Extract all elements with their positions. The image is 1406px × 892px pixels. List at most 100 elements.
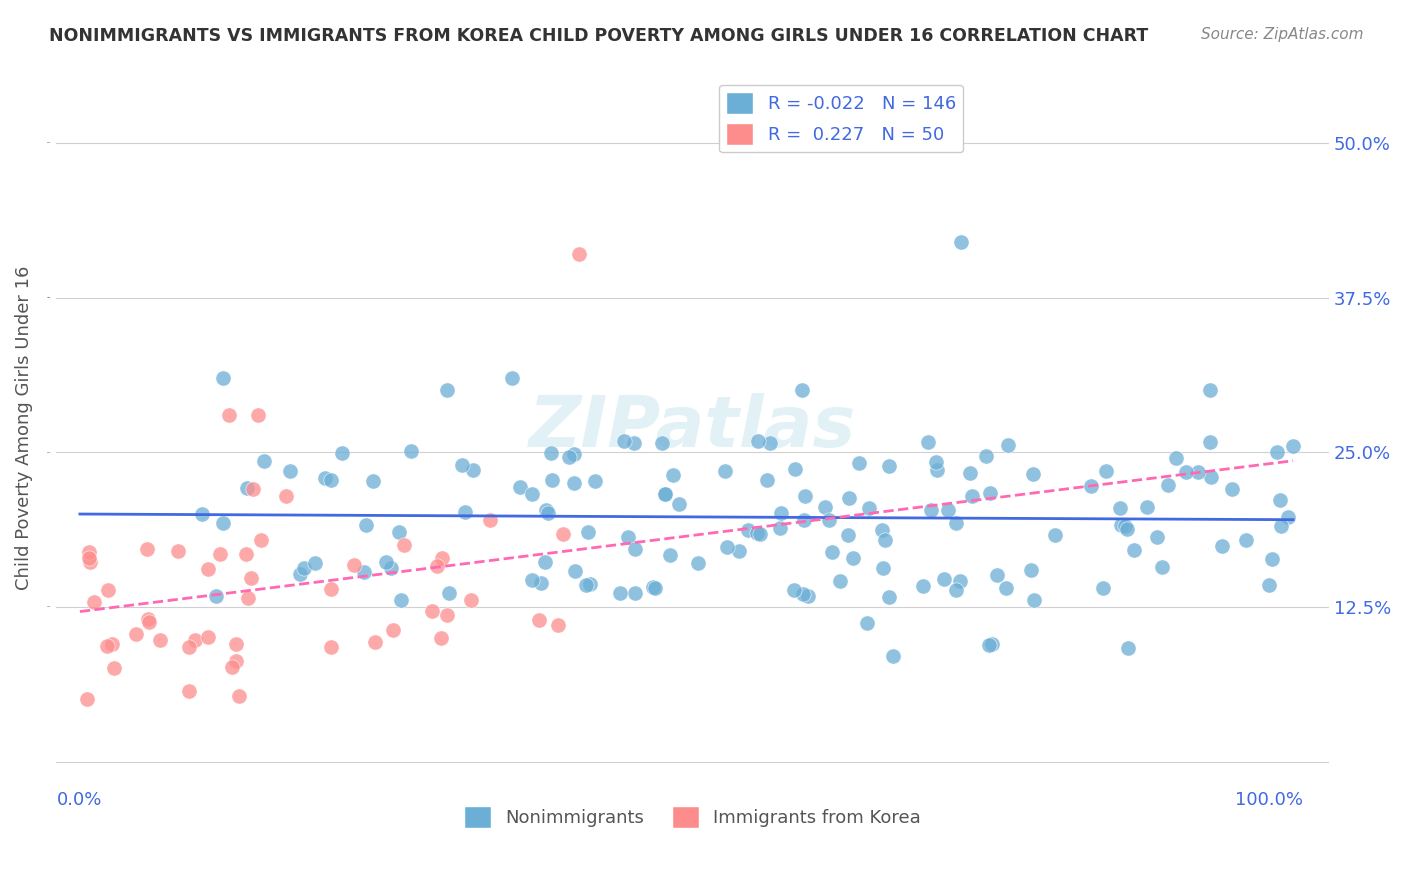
Nonimmigrants	[389, 593, 412, 607]
Nonimmigrants	[520, 573, 543, 587]
Immigrants from Korea	[429, 631, 451, 645]
Nonimmigrants	[1220, 482, 1243, 496]
Nonimmigrants	[617, 530, 640, 544]
Nonimmigrants	[1187, 465, 1209, 479]
Nonimmigrants	[1146, 529, 1168, 543]
Nonimmigrants	[292, 560, 315, 574]
Immigrants from Korea	[197, 562, 219, 576]
Nonimmigrants	[1024, 592, 1046, 607]
Immigrants from Korea	[218, 408, 240, 422]
Y-axis label: Child Poverty Among Girls Under 16: Child Poverty Among Girls Under 16	[15, 265, 32, 590]
Nonimmigrants	[562, 447, 585, 461]
Nonimmigrants	[814, 500, 837, 515]
Immigrants from Korea	[149, 633, 172, 648]
Immigrants from Korea	[138, 612, 160, 626]
Text: Source: ZipAtlas.com: Source: ZipAtlas.com	[1201, 27, 1364, 42]
Nonimmigrants	[828, 574, 851, 588]
Nonimmigrants	[756, 473, 779, 487]
Nonimmigrants	[454, 505, 477, 519]
Nonimmigrants	[949, 235, 972, 249]
Immigrants from Korea	[430, 551, 453, 566]
Immigrants from Korea	[319, 640, 342, 654]
Nonimmigrants	[1118, 641, 1140, 656]
Nonimmigrants	[1166, 450, 1188, 465]
Nonimmigrants	[838, 491, 860, 506]
Nonimmigrants	[917, 434, 939, 449]
Nonimmigrants	[314, 471, 336, 485]
Immigrants from Korea	[177, 640, 200, 655]
Immigrants from Korea	[96, 639, 118, 653]
Nonimmigrants	[872, 561, 894, 575]
Nonimmigrants	[877, 458, 900, 473]
Nonimmigrants	[1175, 465, 1198, 479]
Nonimmigrants	[1261, 552, 1284, 566]
Nonimmigrants	[540, 446, 562, 460]
Nonimmigrants	[848, 456, 870, 470]
Nonimmigrants	[794, 489, 817, 503]
Nonimmigrants	[747, 525, 769, 540]
Nonimmigrants	[537, 507, 560, 521]
Nonimmigrants	[1021, 563, 1043, 577]
Nonimmigrants	[1022, 467, 1045, 481]
Immigrants from Korea	[136, 541, 159, 556]
Nonimmigrants	[380, 561, 402, 575]
Nonimmigrants	[979, 638, 1001, 652]
Nonimmigrants	[945, 516, 967, 531]
Nonimmigrants	[688, 556, 710, 570]
Nonimmigrants	[356, 517, 378, 532]
Immigrants from Korea	[364, 635, 387, 649]
Nonimmigrants	[564, 564, 586, 578]
Immigrants from Korea	[235, 547, 257, 561]
Nonimmigrants	[1199, 470, 1222, 484]
Nonimmigrants	[737, 523, 759, 537]
Immigrants from Korea	[343, 558, 366, 572]
Nonimmigrants	[1258, 578, 1281, 592]
Nonimmigrants	[191, 507, 214, 521]
Immigrants from Korea	[167, 543, 190, 558]
Nonimmigrants	[747, 434, 769, 448]
Nonimmigrants	[1270, 493, 1292, 508]
Nonimmigrants	[436, 384, 458, 398]
Nonimmigrants	[361, 474, 384, 488]
Nonimmigrants	[401, 443, 423, 458]
Nonimmigrants	[205, 589, 228, 603]
Immigrants from Korea	[228, 689, 250, 703]
Nonimmigrants	[304, 556, 326, 570]
Nonimmigrants	[1277, 510, 1299, 524]
Nonimmigrants	[623, 586, 645, 600]
Nonimmigrants	[1114, 519, 1136, 533]
Nonimmigrants	[501, 371, 523, 385]
Nonimmigrants	[1109, 518, 1132, 533]
Immigrants from Korea	[568, 247, 591, 261]
Nonimmigrants	[387, 524, 409, 539]
Nonimmigrants	[330, 446, 353, 460]
Immigrants from Korea	[184, 632, 207, 647]
Nonimmigrants	[662, 468, 685, 483]
Nonimmigrants	[641, 580, 664, 594]
Nonimmigrants	[927, 463, 949, 477]
Nonimmigrants	[911, 579, 934, 593]
Nonimmigrants	[782, 582, 804, 597]
Immigrants from Korea	[225, 636, 247, 650]
Immigrants from Korea	[420, 603, 443, 617]
Nonimmigrants	[792, 587, 814, 601]
Immigrants from Korea	[478, 513, 501, 527]
Nonimmigrants	[925, 454, 948, 468]
Immigrants from Korea	[247, 408, 270, 422]
Nonimmigrants	[1115, 523, 1137, 537]
Nonimmigrants	[534, 555, 557, 569]
Nonimmigrants	[534, 502, 557, 516]
Immigrants from Korea	[274, 490, 297, 504]
Immigrants from Korea	[529, 613, 551, 627]
Nonimmigrants	[1092, 581, 1115, 595]
Nonimmigrants	[1270, 519, 1292, 533]
Nonimmigrants	[858, 501, 880, 516]
Nonimmigrants	[882, 649, 904, 664]
Nonimmigrants	[821, 545, 844, 559]
Immigrants from Korea	[547, 618, 569, 632]
Nonimmigrants	[974, 449, 997, 463]
Nonimmigrants	[1080, 478, 1102, 492]
Nonimmigrants	[278, 464, 301, 478]
Immigrants from Korea	[79, 555, 101, 569]
Nonimmigrants	[1095, 464, 1118, 478]
